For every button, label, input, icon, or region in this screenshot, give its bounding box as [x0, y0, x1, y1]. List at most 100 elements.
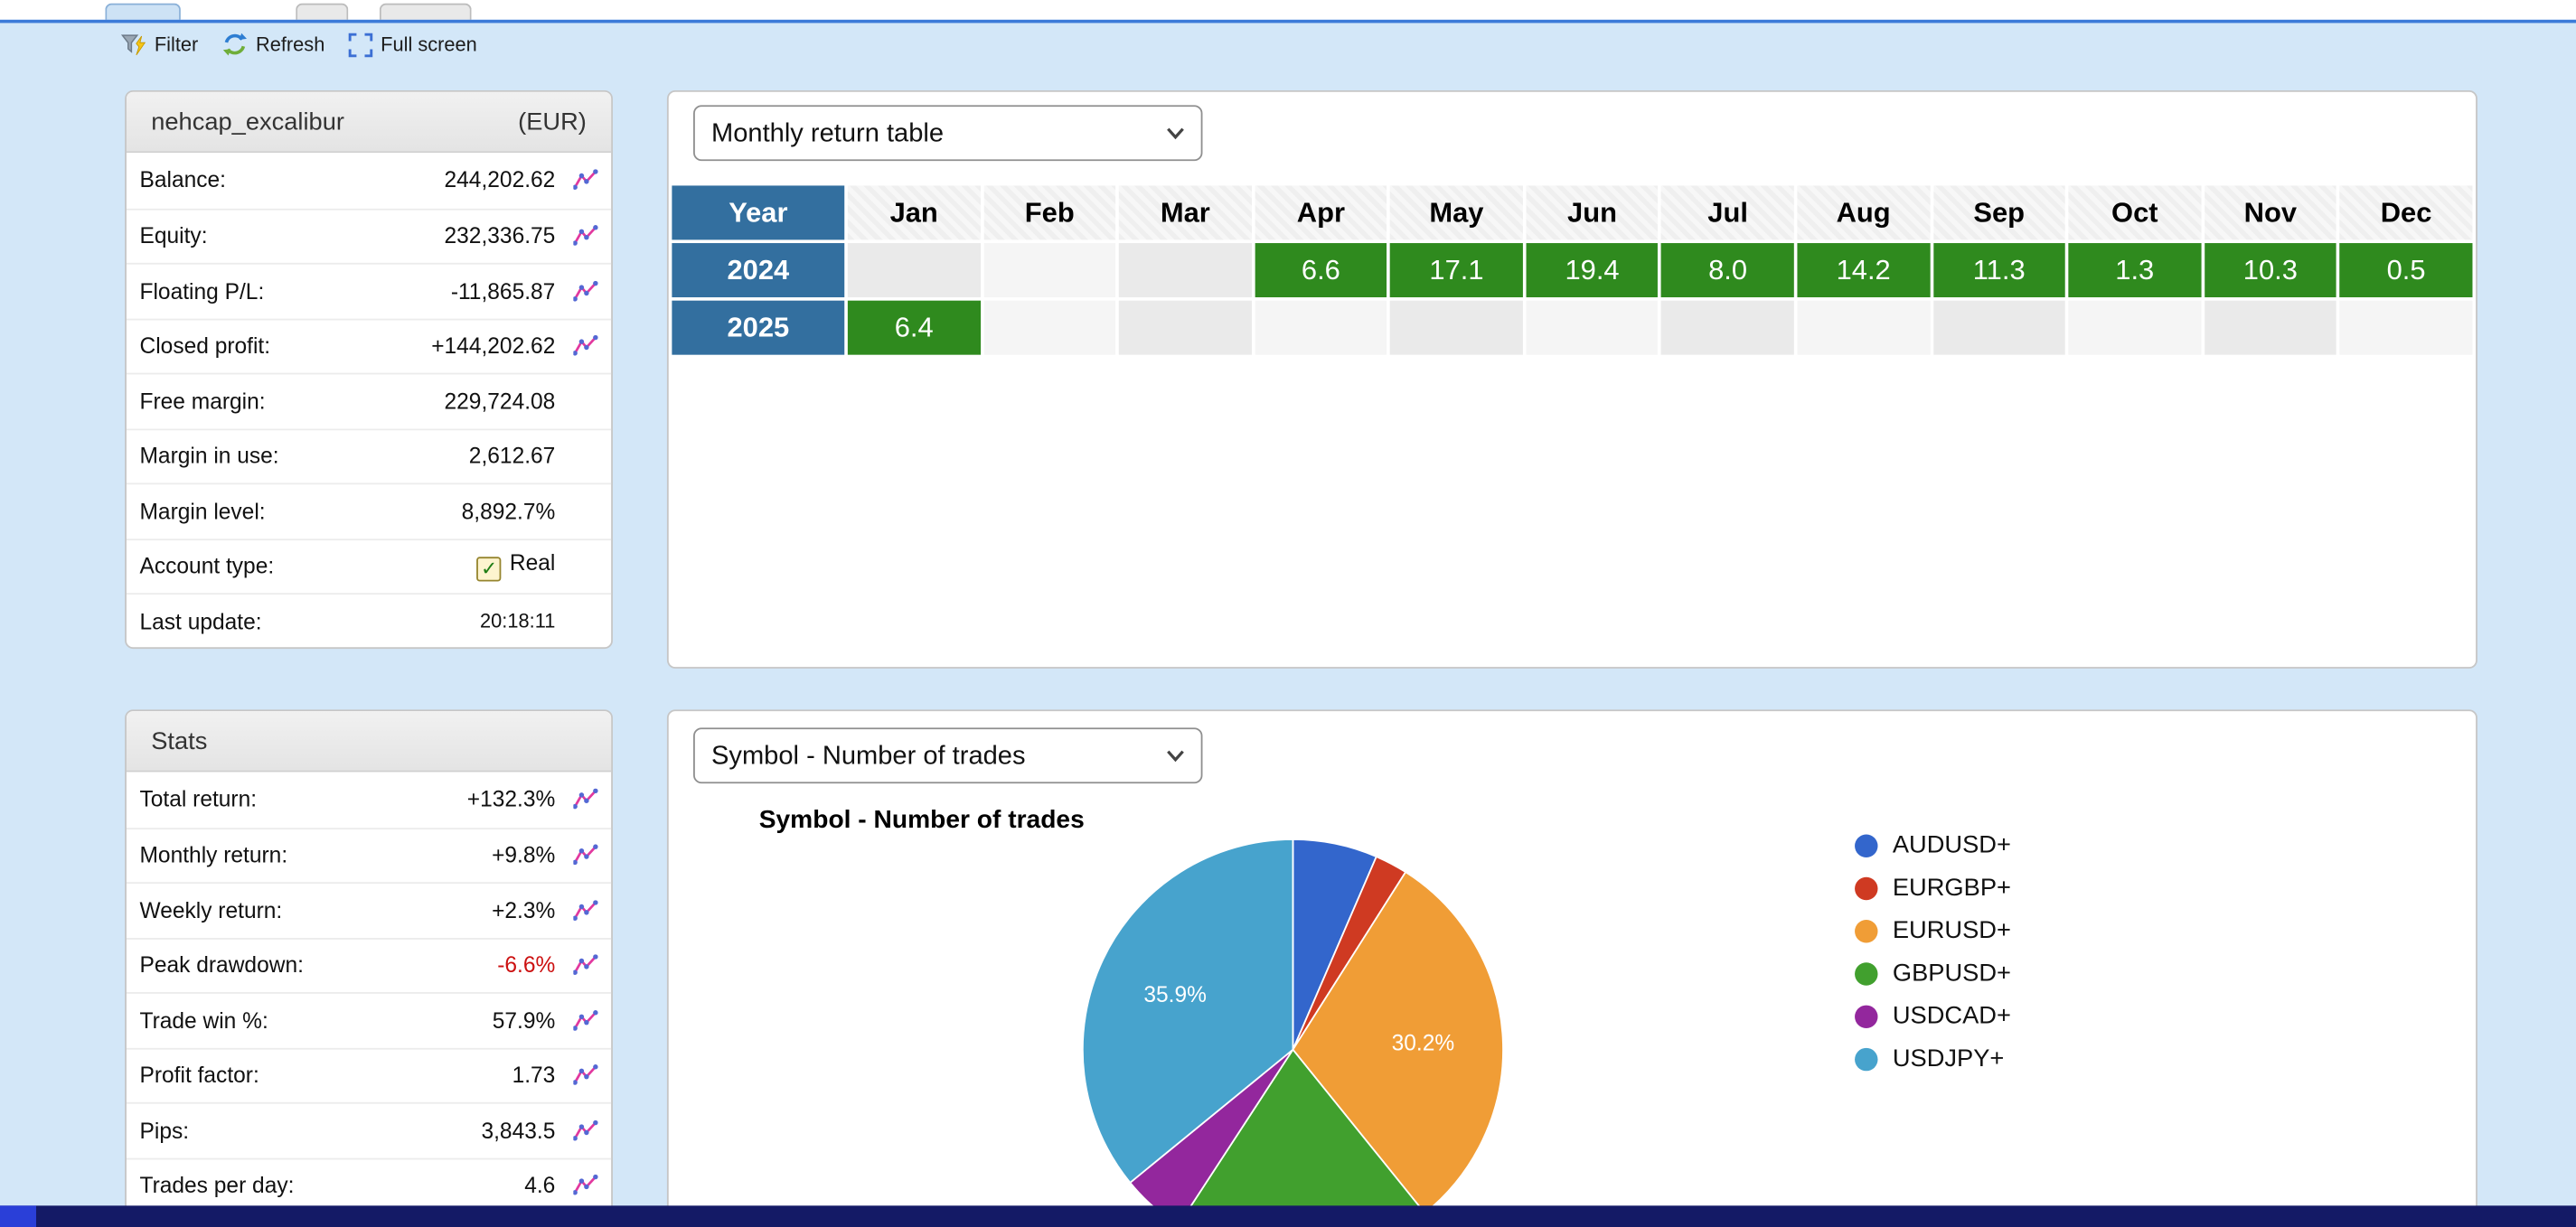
month-cell: 11.3: [1932, 243, 2065, 298]
row-value: 20:18:11: [480, 609, 556, 633]
table-row: 2024 6.6 17.1 19.4 8.0 14.2 11.3 1.3 10.3 0.5: [672, 243, 2473, 298]
month-cell: 17.1: [1390, 243, 1523, 298]
row-label: Margin level:: [139, 499, 266, 524]
account-row: Margin in use: 2,612.67: [126, 427, 612, 483]
chart-link-slot: [555, 280, 598, 302]
chart-icon[interactable]: [573, 169, 598, 192]
stats-row: Monthly return: +9.8%: [126, 827, 612, 882]
month-cell: [983, 300, 1116, 355]
pie-slice-gbpusd[interactable]: [1177, 1048, 1426, 1227]
tab-stub-active[interactable]: [105, 3, 181, 20]
col-header-jun: Jun: [1526, 185, 1659, 240]
month-cell: [1661, 300, 1794, 355]
row-label: Closed profit:: [139, 333, 271, 359]
account-row: Free margin: 229,724.08: [126, 372, 612, 428]
row-value: +132.3%: [466, 787, 556, 812]
stats-row: Weekly return: +2.3%: [126, 882, 612, 937]
month-cell: [1119, 243, 1252, 298]
legend-label: USDJPY+: [1892, 1044, 2005, 1073]
chart-link-slot: [555, 789, 598, 810]
month-cell: 19.4: [1526, 243, 1659, 298]
month-cell: [2068, 300, 2202, 355]
chart-icon[interactable]: [573, 1064, 598, 1086]
refresh-button[interactable]: Refresh: [221, 32, 324, 58]
row-value: 244,202.62: [444, 167, 556, 193]
row-value: 8,892.7%: [461, 499, 556, 524]
symbol-chart-type-select[interactable]: Symbol - Number of trades: [693, 727, 1203, 784]
col-header-feb: Feb: [983, 185, 1116, 240]
stats-row: Total return: +132.3%: [127, 772, 611, 827]
pie-slice-usdjpy[interactable]: [1081, 838, 1294, 1185]
row-label: Margin in use:: [139, 444, 279, 469]
legend-label: EURGBP+: [1892, 874, 2011, 903]
monthly-chart-type-select[interactable]: Monthly return table: [693, 105, 1203, 162]
legend-color-dot: [1855, 833, 1878, 857]
chart-link-slot: [555, 844, 598, 866]
row-label: Balance:: [139, 167, 227, 193]
row-value: 57.9%: [492, 1007, 556, 1034]
chart-icon[interactable]: [573, 225, 598, 248]
month-cell: 6.6: [1255, 243, 1387, 298]
account-row: Floating P/L: -11,865.87: [126, 262, 612, 318]
legend-item: AUDUSD+: [1855, 831, 2011, 859]
month-cell: [1119, 300, 1252, 355]
account-name: nehcap_excalibur: [151, 108, 344, 136]
browser-tab-strip: [0, 0, 2576, 20]
chart-icon[interactable]: [573, 899, 598, 922]
row-label: Monthly return:: [139, 843, 288, 868]
filter-button[interactable]: Filter: [120, 32, 198, 56]
row-value: +144,202.62: [431, 333, 556, 359]
legend-label: EURUSD+: [1892, 916, 2011, 945]
row-label: Free margin:: [139, 389, 266, 414]
row-label: Profit factor:: [139, 1063, 259, 1088]
row-value: -11,865.87: [450, 278, 556, 304]
month-cell: [2339, 300, 2473, 355]
row-value: 2,612.67: [468, 444, 556, 469]
pie-percent-label: 30.2%: [1392, 1032, 1455, 1056]
account-row: Balance: 244,202.62: [127, 153, 611, 208]
month-cell: 14.2: [1797, 243, 1930, 298]
bottom-bar: [0, 1205, 2576, 1227]
col-header-dec: Dec: [2339, 185, 2473, 240]
legend-color-dot: [1855, 1004, 1878, 1028]
pie-chart: 30.2% 35.9%: [1081, 838, 1504, 1227]
row-value: 3,843.5: [481, 1118, 556, 1143]
row-value: +9.8%: [492, 843, 556, 868]
account-rows: Balance: 244,202.62 Equity: 232,336.75 Float…: [126, 153, 612, 647]
chart-icon[interactable]: [573, 335, 598, 357]
month-cell: [1526, 300, 1659, 355]
col-header-jan: Jan: [847, 185, 981, 240]
chart-icon[interactable]: [573, 1119, 598, 1141]
stats-title: Stats: [151, 726, 208, 755]
pie-percent-label: 35.9%: [1143, 983, 1207, 1007]
col-header-may: May: [1390, 185, 1523, 240]
pie-chart-title: Symbol - Number of trades: [758, 806, 1085, 835]
pie-legend: AUDUSD+ EURGBP+ EURUSD+ GBPUSD+ USDCAD+ USDJP…: [1855, 831, 2011, 1073]
fullscreen-label: Full screen: [381, 33, 477, 56]
row-label: Weekly return:: [139, 897, 283, 923]
row-label: Last update:: [139, 608, 262, 634]
pie-slice-eurusd[interactable]: [1292, 870, 1504, 1215]
fullscreen-icon: [348, 32, 372, 57]
legend-color-dot: [1855, 876, 1878, 900]
tab-stub[interactable]: [296, 3, 349, 20]
chart-icon[interactable]: [573, 789, 598, 810]
monthly-return-panel: Monthly return table Year Jan Feb Mar Apr May…: [666, 89, 2477, 669]
col-header-aug: Aug: [1797, 185, 1930, 240]
col-header-mar: Mar: [1119, 185, 1252, 240]
chart-icon[interactable]: [573, 954, 598, 977]
filter-icon: [120, 33, 146, 55]
chart-link-slot: [555, 1009, 598, 1032]
chart-icon[interactable]: [573, 1009, 598, 1032]
legend-item: GBPUSD+: [1855, 960, 2011, 988]
chart-icon[interactable]: [573, 1175, 598, 1196]
chart-icon[interactable]: [573, 844, 598, 866]
row-value: ✓ Real: [476, 550, 555, 583]
fullscreen-button[interactable]: Full screen: [348, 32, 477, 57]
legend-color-dot: [1855, 919, 1878, 942]
chart-icon[interactable]: [573, 280, 598, 302]
tab-stub[interactable]: [379, 3, 472, 20]
row-value: -6.6%: [497, 952, 556, 979]
stats-row: Trades per day: 4.6: [126, 1157, 612, 1213]
